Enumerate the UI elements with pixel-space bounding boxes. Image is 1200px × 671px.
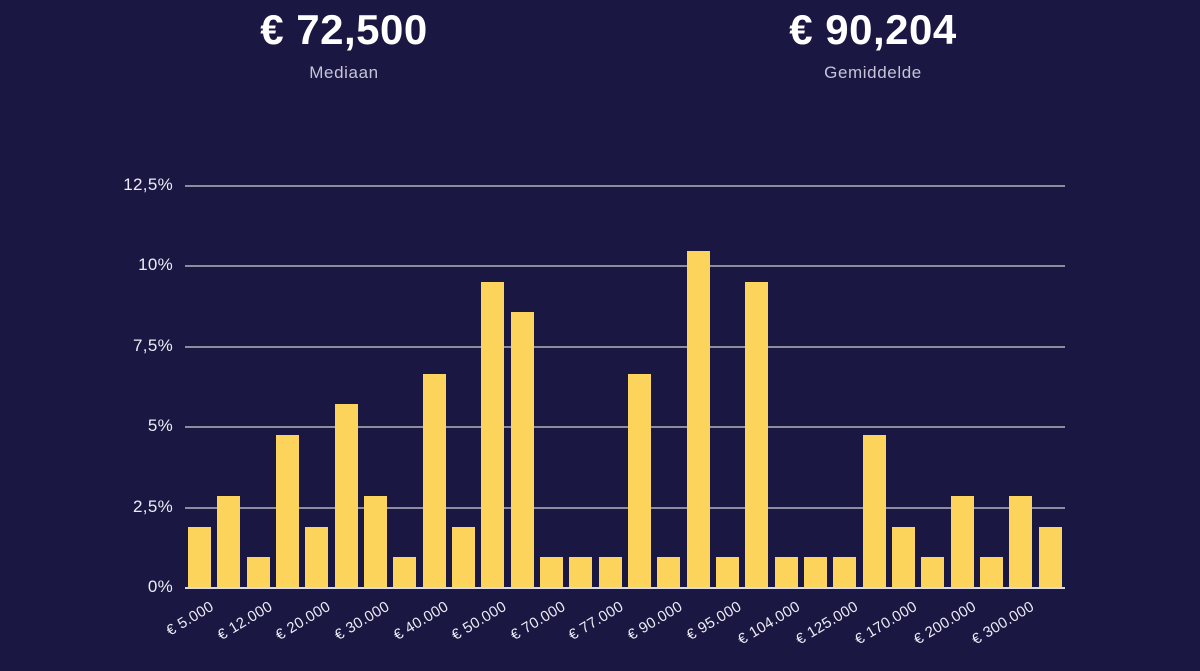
bar-unlabeled-4 xyxy=(276,434,300,588)
bar-slot-10 xyxy=(449,186,478,588)
bar-€ 104.000 xyxy=(774,557,798,588)
median-value: € 72,500 xyxy=(260,6,428,53)
bar-slot-15: € 77.000 xyxy=(566,186,627,644)
gridline-10% xyxy=(185,265,1065,268)
bar-slot-3: € 12.000 xyxy=(214,186,275,644)
salary-histogram: 0% 2,5% 5% 7,5% 10% 12,5% € 5.000 € 12.000 € 20… xyxy=(123,175,1065,648)
x-tick-label-€ 12.000: € 12.000 xyxy=(214,598,276,644)
median-stat: € 72,500 Mediaan xyxy=(184,6,504,83)
gridline-5% xyxy=(185,426,1065,429)
bar-unlabeled-10 xyxy=(452,526,476,588)
bar-€ 70.000 xyxy=(540,557,564,588)
x-axis-baseline xyxy=(185,587,1065,589)
bar-slot-7: € 30.000 xyxy=(332,186,392,644)
y-axis-labels: 0% 2,5% 5% 7,5% 10% 12,5% xyxy=(93,175,173,596)
bar-slot-14 xyxy=(566,186,595,588)
x-tick-label-€ 50.000: € 50.000 xyxy=(448,598,510,644)
bar-slot-16 xyxy=(625,186,654,588)
bar-unlabeled-30 xyxy=(1038,526,1062,588)
bar-unlabeled-12 xyxy=(510,312,534,588)
bar-slot-12 xyxy=(508,186,537,588)
x-tick-label-€ 90.000: € 90.000 xyxy=(624,598,686,644)
bar-€ 300.000 xyxy=(1009,496,1033,588)
y-tick-label-10%: 10% xyxy=(138,255,173,275)
bar-slot-1: € 5.000 xyxy=(163,186,216,639)
bar-€ 170.000 xyxy=(892,526,916,588)
median-label: Mediaan xyxy=(309,63,379,83)
x-tick-label-€ 40.000: € 40.000 xyxy=(390,598,452,644)
mean-stat: € 90,204 Gemiddelde xyxy=(713,6,1033,83)
bar-€ 50.000 xyxy=(481,281,505,588)
bar-slot-2 xyxy=(214,186,243,588)
gridline-2,5% xyxy=(185,506,1065,509)
bar-slot-30 xyxy=(1036,186,1065,588)
y-tick-label-2,5%: 2,5% xyxy=(133,496,173,516)
bar-slot-20 xyxy=(742,186,771,588)
bar-€ 125.000 xyxy=(833,557,857,588)
bar-unlabeled-14 xyxy=(569,557,593,588)
gridline-7,5% xyxy=(185,345,1065,348)
bar-unlabeled-6 xyxy=(334,404,358,588)
bar-unlabeled-18 xyxy=(686,250,710,588)
x-tick-label-€ 95.000: € 95.000 xyxy=(683,598,745,644)
bar-slot-17: € 90.000 xyxy=(625,186,686,644)
mean-value: € 90,204 xyxy=(789,6,957,53)
bar-slot-29: € 300.000 xyxy=(969,186,1038,648)
bar-€ 20.000 xyxy=(305,526,329,588)
y-tick-label-0%: 0% xyxy=(147,577,173,597)
bar-unlabeled-26 xyxy=(921,557,945,588)
bar-slot-22 xyxy=(801,186,830,588)
bar-€ 200.000 xyxy=(950,496,974,588)
bar-unlabeled-16 xyxy=(628,373,652,588)
y-tick-label-5%: 5% xyxy=(147,416,173,436)
bar-unlabeled-20 xyxy=(745,281,769,588)
bar-€ 30.000 xyxy=(364,496,388,588)
bar-slot-5: € 20.000 xyxy=(273,186,334,644)
x-tick-label-€ 5.000: € 5.000 xyxy=(162,598,217,640)
y-tick-label-7,5%: 7,5% xyxy=(133,335,173,355)
bar-€ 12.000 xyxy=(246,557,270,588)
bar-slot-27: € 200.000 xyxy=(911,186,979,648)
bar-unlabeled-8 xyxy=(393,557,417,588)
bar-€ 90.000 xyxy=(657,557,681,588)
bar-€ 40.000 xyxy=(422,373,446,588)
bar-slot-18 xyxy=(684,186,713,588)
x-tick-label-€ 200.000: € 200.000 xyxy=(910,598,979,649)
bar-slot-21: € 104.000 xyxy=(735,186,803,648)
x-tick-label-€ 20.000: € 20.000 xyxy=(272,598,334,644)
bar-slot-26 xyxy=(918,186,947,588)
x-tick-label-€ 300.000: € 300.000 xyxy=(969,598,1038,649)
x-tick-label-€ 30.000: € 30.000 xyxy=(331,598,393,644)
mean-label: Gemiddelde xyxy=(824,63,922,83)
bar-unlabeled-24 xyxy=(862,434,886,588)
bar-€ 5.000 xyxy=(188,526,212,588)
bar-slot-8 xyxy=(390,186,419,588)
gridline-12,5% xyxy=(185,185,1065,187)
y-tick-label-12,5%: 12,5% xyxy=(123,175,173,195)
bar-€ 77.000 xyxy=(598,557,622,588)
bar-slot-25: € 170.000 xyxy=(852,186,920,648)
bar-slot-4 xyxy=(273,186,302,588)
bar-slot-23: € 125.000 xyxy=(793,186,862,648)
gridlines-layer xyxy=(185,185,1065,588)
bar-slot-24 xyxy=(860,186,889,588)
bar-slot-9: € 40.000 xyxy=(390,186,451,644)
bar-slot-19: € 95.000 xyxy=(683,186,744,644)
bar-unlabeled-22 xyxy=(804,557,828,588)
x-tick-label-€ 170.000: € 170.000 xyxy=(852,598,921,649)
bar-€ 95.000 xyxy=(716,557,740,588)
x-tick-label-€ 77.000: € 77.000 xyxy=(566,598,628,644)
x-tick-label-€ 125.000: € 125.000 xyxy=(793,598,862,649)
x-tick-label-€ 104.000: € 104.000 xyxy=(734,598,803,649)
bar-slot-13: € 70.000 xyxy=(507,186,568,644)
bar-slot-6 xyxy=(332,186,361,588)
bar-unlabeled-28 xyxy=(980,557,1004,588)
bar-slot-28 xyxy=(977,186,1006,588)
x-tick-label-€ 70.000: € 70.000 xyxy=(507,598,569,644)
bar-slot-11: € 50.000 xyxy=(449,186,510,644)
bar-unlabeled-2 xyxy=(217,496,241,588)
bars-layer: € 5.000 € 12.000 € 20.000 € 30.000 € 40.000 €… xyxy=(163,186,1065,648)
